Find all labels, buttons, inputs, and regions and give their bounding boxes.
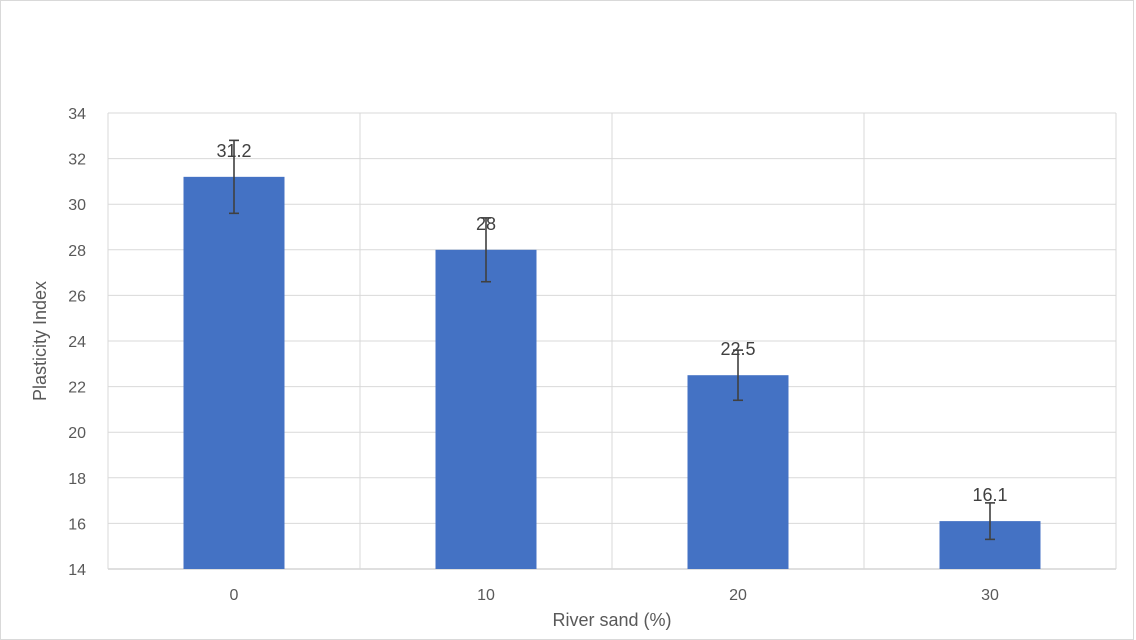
y-tick-label: 24: [68, 334, 86, 351]
x-axis-title: River sand (%): [552, 610, 671, 630]
y-tick-label: 32: [68, 152, 86, 169]
y-axis-title: Plasticity Index: [30, 281, 50, 401]
x-tick-labels: 0 10 20 30: [230, 587, 999, 604]
y-tick-labels: 14 16 18 20 22 24 26 28 30 32 34: [68, 106, 86, 579]
y-tick-label: 28: [68, 243, 86, 260]
x-tick-label: 20: [729, 587, 747, 604]
y-tick-label: 34: [68, 106, 86, 123]
x-tick-label: 0: [230, 587, 239, 604]
data-label-0: 31.2: [216, 141, 251, 161]
y-tick-label: 26: [68, 288, 86, 305]
data-label-20: 22.5: [720, 339, 755, 359]
y-tick-label: 30: [68, 197, 86, 214]
y-tick-label: 22: [68, 380, 86, 397]
bar-20: [688, 375, 789, 569]
x-tick-label: 10: [477, 587, 495, 604]
y-tick-label: 20: [68, 425, 86, 442]
data-label-30: 16.1: [972, 485, 1007, 505]
y-tick-label: 18: [68, 471, 86, 488]
data-label-10: 28: [476, 214, 496, 234]
x-tick-label: 30: [981, 587, 999, 604]
bar-10: [436, 250, 537, 569]
bar-0: [184, 177, 285, 569]
y-tick-label: 14: [68, 562, 86, 579]
y-tick-label: 16: [68, 516, 86, 533]
